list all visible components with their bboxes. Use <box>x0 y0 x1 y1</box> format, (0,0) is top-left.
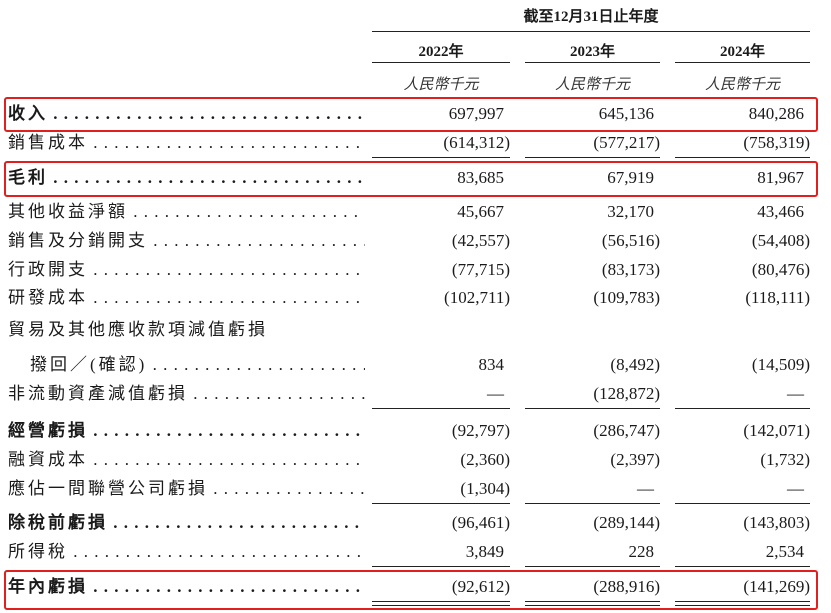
row-value: (102,711) <box>444 288 510 307</box>
row-value: (109,783) <box>593 288 660 307</box>
row-label: 撥回／(確認) <box>30 353 365 377</box>
row-value: — <box>787 479 804 498</box>
total-rule <box>372 503 510 504</box>
row-value: (54,408) <box>751 231 810 250</box>
row-value: (1,732) <box>760 450 810 469</box>
row-label: 銷售及分銷開支 <box>8 229 365 253</box>
row-value: 834 <box>478 355 505 374</box>
unit-label: 人民幣千元 <box>403 77 479 93</box>
row-value: (288,916) <box>593 577 660 596</box>
row-value: 840,286 <box>748 104 804 123</box>
highlight-box <box>4 161 818 197</box>
row-label: 毛利 <box>8 166 365 190</box>
total-rule <box>675 408 810 409</box>
row-label: 融資成本 <box>8 448 365 472</box>
row-value: 228 <box>628 542 655 561</box>
total-rule <box>372 605 510 606</box>
year-rule <box>525 62 660 63</box>
year-rule <box>372 62 510 63</box>
row-value: (289,144) <box>593 513 660 532</box>
row-label: 銷售成本 <box>8 131 365 155</box>
row-value: (92,797) <box>451 421 510 440</box>
row-value: (614,312) <box>443 133 510 152</box>
highlight-box <box>4 97 818 132</box>
row-value: 45,667 <box>457 202 504 221</box>
row-value: (141,269) <box>743 577 810 596</box>
row-value: (56,516) <box>601 231 660 250</box>
row-value: — <box>637 479 654 498</box>
year-header: 2022年 <box>418 44 464 60</box>
row-value: (1,304) <box>460 479 510 498</box>
row-value: (577,217) <box>593 133 660 152</box>
row-value: (14,509) <box>751 355 810 374</box>
total-rule <box>525 157 660 158</box>
row-label: 經營虧損 <box>8 419 365 443</box>
total-rule <box>675 601 810 602</box>
total-rule <box>525 408 660 409</box>
row-value: 43,466 <box>757 202 804 221</box>
year-header: 2023年 <box>569 44 615 60</box>
header-rule <box>372 31 810 32</box>
total-rule <box>525 503 660 504</box>
row-value: (42,557) <box>451 231 510 250</box>
row-value: (77,715) <box>451 260 510 279</box>
row-value: (2,397) <box>610 450 660 469</box>
row-value: — <box>787 384 804 403</box>
total-rule <box>675 566 810 567</box>
unit-label: 人民幣千元 <box>554 77 630 93</box>
row-label: 收入 <box>8 102 365 126</box>
year-header: 2024年 <box>719 44 765 60</box>
row-value: (286,747) <box>593 421 660 440</box>
total-rule <box>372 601 510 602</box>
row-value: 3,849 <box>465 542 504 561</box>
row-value: (96,461) <box>451 513 510 532</box>
total-rule <box>372 408 510 409</box>
row-label: 應佔一間聯營公司虧損 <box>8 477 365 501</box>
total-rule <box>675 503 810 504</box>
year-rule <box>675 62 810 63</box>
row-value: (2,360) <box>460 450 510 469</box>
row-value: (118,111) <box>745 288 810 307</box>
row-label: 貿易及其他應收款項減值虧損 <box>8 320 268 339</box>
row-label: 年內虧損 <box>8 575 365 599</box>
row-value: (8,492) <box>610 355 660 374</box>
row-value: 67,919 <box>607 168 654 187</box>
row-label: 所得稅 <box>8 540 365 564</box>
row-value: (143,803) <box>743 513 810 532</box>
total-rule <box>675 605 810 606</box>
row-value: 83,685 <box>457 168 504 187</box>
row-label: 行政開支 <box>8 258 365 282</box>
row-label: 非流動資產減值虧損 <box>8 382 365 406</box>
row-value: 697,997 <box>448 104 504 123</box>
unit-label: 人民幣千元 <box>704 77 780 93</box>
row-label: 其他收益淨額 <box>8 200 365 224</box>
row-value: (80,476) <box>751 260 810 279</box>
row-value: 2,534 <box>765 542 804 561</box>
period-header: 截至12月31日止年度 <box>523 9 659 25</box>
row-value: (92,612) <box>451 577 510 596</box>
row-value: 81,967 <box>757 168 804 187</box>
row-value: 645,136 <box>598 104 654 123</box>
total-rule <box>372 566 510 567</box>
row-value: (142,071) <box>743 421 810 440</box>
row-value: (758,319) <box>743 133 810 152</box>
highlight-box <box>4 570 818 610</box>
row-value: 32,170 <box>607 202 654 221</box>
row-value: (128,872) <box>593 384 660 403</box>
total-rule <box>525 601 660 602</box>
row-value: (83,173) <box>601 260 660 279</box>
row-label: 除稅前虧損 <box>8 511 365 535</box>
total-rule <box>675 157 810 158</box>
total-rule <box>525 566 660 567</box>
row-label: 研發成本 <box>8 286 365 310</box>
total-rule <box>525 605 660 606</box>
row-value: — <box>487 384 504 403</box>
total-rule <box>372 157 510 158</box>
